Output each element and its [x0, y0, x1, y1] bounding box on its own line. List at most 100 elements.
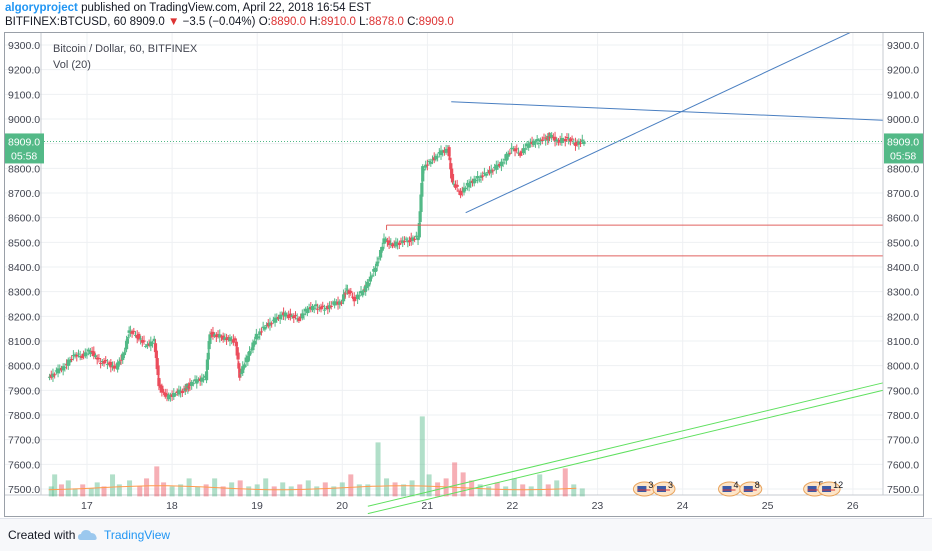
y-tick-label-right: 8800.0 — [887, 163, 919, 175]
volume-bar — [477, 484, 483, 497]
trend-line[interactable] — [367, 382, 883, 507]
tradingview-cloud-icon[interactable] — [78, 528, 98, 542]
x-tick-label: 19 — [251, 500, 263, 512]
candle-body — [107, 362, 111, 365]
candle-body — [404, 238, 408, 240]
candle-body — [66, 359, 70, 366]
candle-body — [402, 241, 407, 243]
volume-bar — [392, 482, 398, 497]
candle-body — [71, 355, 75, 357]
candle-body — [494, 164, 498, 170]
candle-body — [259, 331, 264, 333]
trend-line[interactable] — [451, 101, 883, 121]
volume-bar — [65, 480, 71, 497]
candle-body — [553, 136, 557, 142]
candle-body — [70, 359, 74, 361]
candle-body — [247, 351, 252, 356]
candle-body — [256, 336, 260, 339]
candle-body — [409, 237, 413, 241]
us-flag-icon — [656, 486, 666, 492]
author-link[interactable]: algoryproject — [5, 2, 78, 14]
candle-body — [458, 191, 463, 196]
candle-body — [218, 334, 222, 338]
candle-body — [191, 383, 195, 385]
chart-frame[interactable]: 9300.0 9300.0 9200.0 9200.0 9100.0 9100.0 9000… — [4, 32, 924, 517]
down-arrow-icon: ▼ — [168, 16, 180, 28]
candle-body — [347, 290, 351, 294]
candle-body — [80, 355, 84, 359]
published-text: published on TradingView.com, April 22, … — [81, 2, 372, 14]
volume-bar — [137, 486, 143, 497]
candle-body — [493, 166, 497, 168]
last-price-badge-left — [5, 133, 44, 164]
candle-body — [51, 373, 55, 378]
y-tick-label-left: 8500.0 — [8, 237, 40, 249]
volume-bar — [460, 472, 466, 497]
candle-body — [173, 394, 178, 396]
last-price-text: 8909.0 — [129, 16, 165, 28]
volume-bar — [503, 486, 509, 497]
y-tick-label-right: 7900.0 — [887, 385, 919, 397]
candle-body — [190, 381, 194, 386]
volume-bar — [246, 486, 252, 497]
candle-body — [394, 241, 398, 247]
candle-body — [158, 384, 162, 388]
volume-bar — [263, 478, 269, 497]
candle-body — [349, 290, 353, 293]
candle-body — [406, 240, 410, 243]
candle-body — [476, 175, 480, 179]
candle-body — [523, 148, 527, 150]
candle-body — [172, 393, 176, 397]
volume-bar — [314, 486, 320, 497]
y-tick-label-left: 7500.0 — [8, 484, 40, 496]
candle-body — [486, 172, 490, 174]
volume-bar — [101, 486, 107, 497]
y-tick-label-right: 9000.0 — [887, 114, 919, 126]
candle-body — [580, 139, 584, 141]
candle-body — [515, 148, 519, 150]
tradingview-brand-link[interactable]: TradingView — [104, 528, 171, 542]
candle-body — [508, 152, 512, 154]
volume-bar — [48, 486, 54, 497]
y-tick-label-right: 8200.0 — [887, 311, 919, 323]
candle-body — [343, 293, 347, 295]
candle-body — [390, 244, 395, 247]
candle-body — [334, 303, 338, 305]
volume-bar — [178, 484, 184, 497]
candle-body — [565, 137, 569, 139]
candle-body — [520, 151, 524, 154]
candle-body — [556, 140, 561, 143]
event-count: 3 — [668, 480, 673, 490]
candle-body — [367, 283, 371, 287]
y-tick-label-right: 8400.0 — [887, 262, 919, 274]
candle-body — [382, 238, 386, 244]
volume-bar — [94, 482, 100, 497]
candle-body — [288, 313, 292, 316]
trend-line[interactable] — [367, 389, 883, 515]
candle-body — [310, 305, 315, 311]
candle-body — [149, 341, 153, 347]
volume-bar — [356, 484, 362, 497]
candle-body — [336, 301, 340, 305]
candle-body — [333, 301, 337, 306]
price-chart[interactable]: 9300.0 9300.0 9200.0 9200.0 9100.0 9100.0 9000… — [5, 33, 923, 516]
trend-line[interactable] — [465, 33, 866, 214]
candle-body — [167, 394, 171, 400]
candle-body — [504, 153, 509, 161]
candle-body — [532, 140, 536, 145]
volume-bar — [520, 484, 526, 497]
volume-bar — [571, 484, 577, 497]
volume-bar — [384, 478, 390, 497]
candle-body — [370, 275, 374, 277]
volume-bar — [486, 486, 492, 497]
candle-body — [270, 323, 274, 325]
countdown-timer-left: 05:58 — [11, 150, 37, 162]
candle-body — [338, 301, 342, 305]
candle-body — [359, 290, 363, 294]
candle-body — [567, 138, 571, 140]
candle-body — [175, 391, 179, 394]
candle-body — [561, 139, 566, 141]
candle-body — [234, 341, 238, 347]
candle-body — [516, 152, 521, 154]
y-tick-label-right: 9200.0 — [887, 65, 919, 77]
